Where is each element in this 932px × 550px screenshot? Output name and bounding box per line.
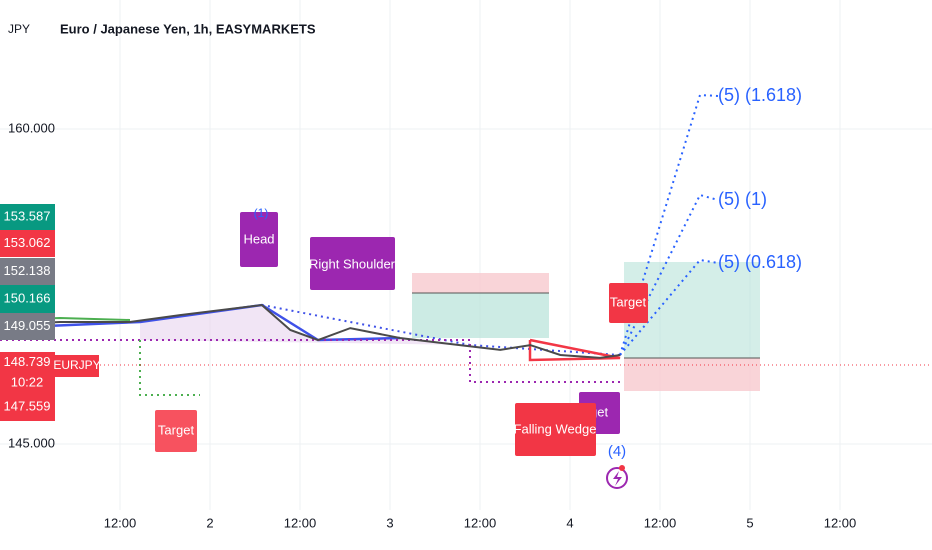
symbol-label: EURJPY [53,358,100,372]
y-tick-label: 145.000 [8,435,55,450]
price-label: 150.166 [4,290,51,305]
annotation-box [155,410,197,452]
currency: JPY [8,22,30,36]
price-badge [0,230,55,257]
plot: 160.000 145.000 12:00 2 12:00 3 12:00 4 12:00 5 12… [0,120,856,530]
price-line [0,303,621,359]
annotation: (5) (1) [718,189,767,209]
price-label: 152.138 [4,263,51,278]
annotation-box [515,403,596,456]
annotation: (4) [608,443,626,460]
annotation: (5) (1.618) [718,85,802,105]
annotation: Head [243,231,274,246]
symbol-badge [55,355,99,377]
annotation-box [609,283,648,323]
price-label: 147.559 [4,398,51,413]
annotation: Target [610,294,647,309]
x-tick-label: 12:00 [284,515,317,530]
x-tick-label: 5 [746,515,753,530]
stop-zone [624,358,760,391]
profit-zone [412,293,549,338]
price-badge [0,313,55,340]
event-dot [619,465,625,471]
x-tick-label: 2 [206,515,213,530]
annotation: (1) [254,206,269,220]
x-tick-label: 12:00 [824,515,857,530]
x-tick-label: 12:00 [104,515,137,530]
fib-line [619,93,719,356]
dotted-line [139,340,200,396]
annotation: (5) (0.618) [718,252,802,272]
annotation-box [240,212,278,267]
price-label: 153.587 [4,208,51,223]
price-badge [0,285,55,313]
price-badge [0,352,55,373]
x-tick-label: 12:00 [644,515,677,530]
price-label: 148.739 [4,354,51,369]
annotation: Falling Wedge [514,421,597,436]
price-badge [0,204,55,230]
price-badge [0,258,55,285]
x-tick-label: 4 [566,515,573,530]
annotation-box [310,237,395,290]
stop-zone [412,273,549,293]
price-badge [0,373,55,393]
event-icon [613,471,622,486]
x-tick-label: 3 [386,515,393,530]
pattern-fill [140,305,470,345]
x-tick-label: 12:00 [464,515,497,530]
wedge [528,338,621,362]
price-badge [0,393,55,421]
annotation: Target [158,422,195,437]
price-label: 153.062 [4,235,51,250]
price-label: 10:22 [11,374,44,389]
labels: 153.587 153.062 152.138 150.166 149.055 148.7… [0,85,802,460]
event-icon [606,467,628,489]
annotation: Right Shoulder [309,256,396,271]
dotted-line [0,339,620,383]
y-tick-label: 160.000 [8,120,55,135]
grid [0,0,932,510]
price-label: 149.055 [4,318,51,333]
chart-title: Euro / Japanese Yen, 1h, EASYMARKETS [60,21,316,36]
